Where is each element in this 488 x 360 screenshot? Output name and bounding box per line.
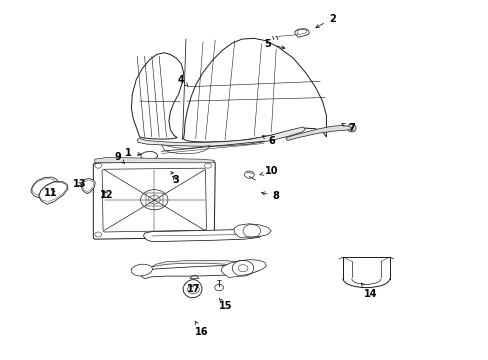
- Polygon shape: [140, 265, 260, 279]
- Text: 13: 13: [73, 179, 86, 189]
- Text: 1: 1: [125, 148, 141, 158]
- Polygon shape: [131, 53, 183, 139]
- Polygon shape: [143, 229, 264, 242]
- Ellipse shape: [346, 124, 355, 132]
- Text: 15: 15: [219, 298, 232, 311]
- Polygon shape: [183, 39, 326, 142]
- Polygon shape: [294, 29, 309, 37]
- Text: 8: 8: [261, 191, 279, 201]
- Polygon shape: [183, 280, 202, 298]
- Polygon shape: [95, 157, 214, 163]
- Text: 16: 16: [194, 321, 208, 337]
- Text: 3: 3: [172, 175, 179, 185]
- Polygon shape: [233, 224, 271, 237]
- Text: 4: 4: [177, 75, 187, 86]
- Polygon shape: [137, 127, 305, 146]
- Text: 12: 12: [100, 190, 114, 200]
- Polygon shape: [102, 168, 206, 232]
- Polygon shape: [31, 177, 58, 198]
- Polygon shape: [152, 260, 255, 267]
- Text: 14: 14: [361, 283, 376, 299]
- Polygon shape: [93, 161, 215, 239]
- Text: 17: 17: [186, 284, 200, 294]
- Text: 11: 11: [44, 188, 58, 198]
- Text: 7: 7: [341, 123, 354, 133]
- Text: 10: 10: [259, 166, 278, 176]
- Polygon shape: [221, 260, 266, 278]
- Polygon shape: [161, 145, 210, 154]
- Text: 2: 2: [315, 14, 335, 28]
- Polygon shape: [131, 264, 153, 276]
- Polygon shape: [141, 151, 158, 161]
- Polygon shape: [285, 126, 351, 140]
- Text: 9: 9: [114, 152, 124, 163]
- Polygon shape: [81, 179, 95, 194]
- Polygon shape: [39, 181, 68, 204]
- Text: 6: 6: [262, 136, 274, 145]
- Bar: [145, 193, 163, 206]
- Text: 5: 5: [264, 39, 285, 49]
